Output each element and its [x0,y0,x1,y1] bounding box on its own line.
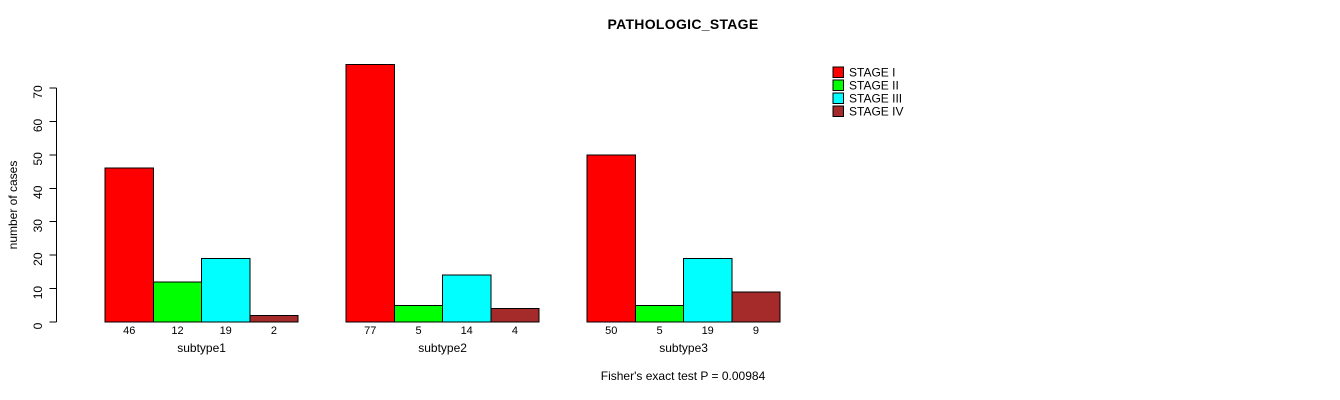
legend-label: STAGE II [849,79,899,93]
bar-value-label: 5 [656,325,662,337]
bar-subtype1-stage-ii [152,281,203,323]
bar-subtype2-stage-iv [490,308,540,323]
y-axis-tick-label: 60 [31,118,45,132]
y-axis-tick-label: 70 [31,85,45,99]
bar-subtype3-stage-i [586,154,636,323]
y-axis-tick-label: 10 [31,286,45,300]
y-axis-tick-label: 20 [31,252,45,266]
legend-swatch-stage-ii [832,79,844,91]
legend-swatch-stage-iv [832,105,844,117]
bar-value-label: 19 [702,325,714,337]
fisher-test-annotation: Fisher's exact test P = 0.00984 [600,369,766,383]
bar-value-label: 2 [271,325,277,337]
bar-value-label: 77 [364,325,376,337]
category-label: subtype3 [659,341,708,355]
bar-subtype2-stage-i [345,64,395,323]
chart-title: PATHOLOGIC_STAGE [607,16,759,32]
legend-label: STAGE I [849,66,895,80]
legend-label: STAGE IV [849,105,903,119]
bar-subtype1-stage-iii [201,257,251,323]
bar-value-label: 46 [123,325,135,337]
bar-subtype3-stage-ii [634,304,685,323]
bar-value-label: 12 [171,325,183,337]
category-label: subtype1 [177,341,226,355]
bar-value-label: 14 [461,325,473,337]
bar-value-label: 50 [605,325,617,337]
category-label: subtype2 [418,341,467,355]
y-axis-tick-label: 0 [31,322,45,329]
y-axis-tick-label: 40 [31,185,45,199]
y-axis-tick-label: 50 [31,152,45,166]
bar-subtype2-stage-ii [393,304,444,323]
bar-subtype3-stage-iii [683,257,733,323]
legend-swatch-stage-i [832,66,844,78]
legend-swatch-stage-iii [832,92,844,104]
bar-subtype1-stage-i [104,167,154,323]
bar-value-label: 4 [512,325,518,337]
y-axis-tick-label: 30 [31,219,45,233]
legend-label: STAGE III [849,92,902,106]
bar-value-label: 9 [753,325,759,337]
bar-subtype1-stage-iv [249,314,299,323]
bar-subtype3-stage-iv [731,291,781,323]
bar-value-label: 19 [220,325,232,337]
bar-value-label: 5 [415,325,421,337]
bar-subtype2-stage-iii [442,274,492,323]
